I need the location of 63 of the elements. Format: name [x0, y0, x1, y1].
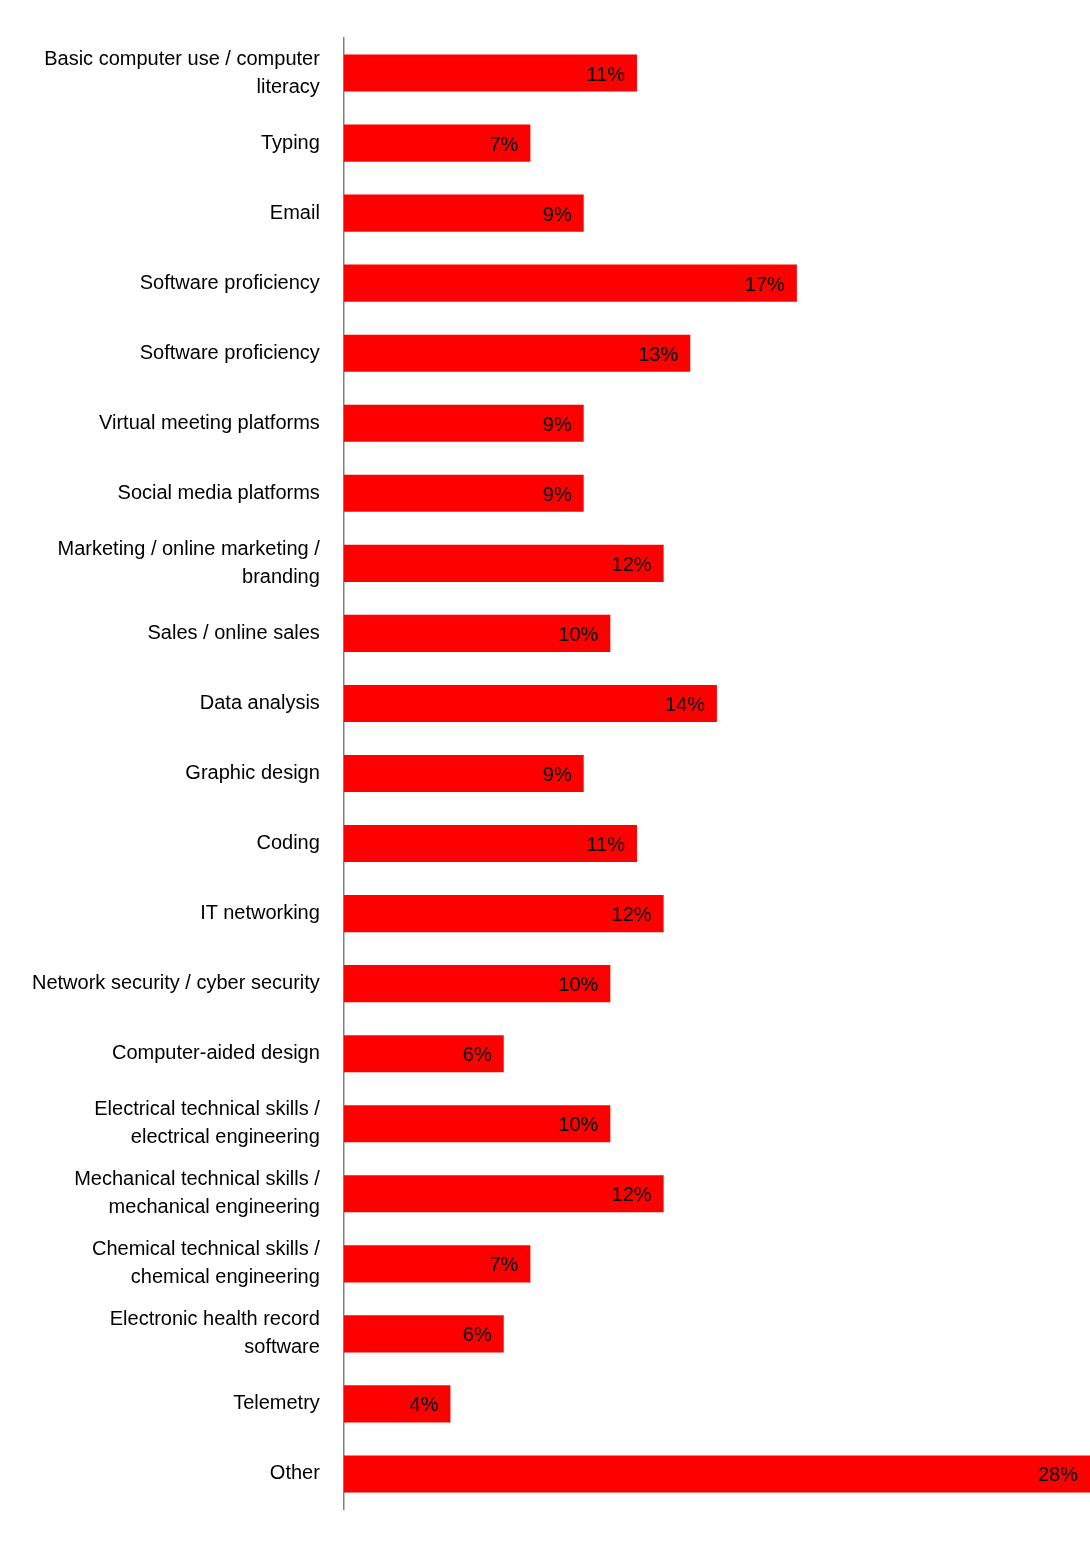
- y-tick-label: Computer-aided design: [111, 1041, 320, 1064]
- y-tick-label: Typing: [260, 130, 320, 153]
- y-tick-label: Electronic health record software: [109, 1307, 320, 1358]
- y-tick-label: Chemical technical skills / chemical engineering: [91, 1237, 321, 1288]
- data-label: 9%: [542, 763, 572, 786]
- bar: [343, 824, 637, 863]
- y-tick-label: Coding: [256, 831, 320, 854]
- data-label: 9%: [542, 412, 572, 435]
- bar: [343, 965, 611, 1003]
- y-tick-label: Social media platforms: [117, 480, 320, 503]
- bar: [343, 1245, 531, 1283]
- y-tick-label: Basic computer use / computer literacy: [44, 46, 321, 97]
- bar: [343, 684, 717, 723]
- y-tick-label: Graphic design: [185, 761, 320, 784]
- bar: [343, 754, 584, 793]
- bar: [343, 614, 611, 652]
- y-tick-label: Software proficiency: [139, 270, 320, 293]
- data-label: 11%: [586, 62, 626, 85]
- data-label: 28%: [1037, 1463, 1079, 1486]
- y-tick-label: IT networking: [200, 901, 320, 924]
- data-label: 4%: [409, 1393, 439, 1416]
- data-label: 14%: [664, 692, 706, 715]
- bar: [343, 544, 664, 582]
- y-tick-label: Network security / cyber security: [31, 971, 320, 994]
- data-label: 6%: [462, 1043, 492, 1066]
- data-label: 10%: [558, 973, 599, 996]
- data-label: 7%: [489, 1253, 519, 1276]
- data-label: 12%: [611, 903, 652, 926]
- bar: [343, 474, 584, 512]
- y-tick-label: Mechanical technical skills / mechanical engineering: [74, 1167, 321, 1218]
- y-tick-label: Other: [269, 1461, 321, 1484]
- bar: [343, 404, 584, 442]
- data-label: 10%: [558, 1113, 599, 1136]
- data-label: 17%: [744, 272, 786, 295]
- y-tick-label: Email: [269, 200, 320, 223]
- bar: [343, 1105, 611, 1143]
- bar: [343, 895, 664, 933]
- data-label: 12%: [611, 552, 652, 575]
- data-label: 7%: [489, 132, 519, 155]
- data-label: 12%: [611, 1183, 652, 1206]
- bar: [343, 124, 531, 162]
- y-tick-label: Virtual meeting platforms: [99, 410, 320, 433]
- data-label: 11%: [586, 833, 626, 856]
- bar: [343, 264, 797, 302]
- data-label: 9%: [542, 202, 572, 225]
- bar: [343, 1315, 504, 1353]
- y-tick-label: Electrical technical skills / electrical engineering: [94, 1097, 321, 1148]
- y-tick-label: Data analysis: [199, 690, 320, 713]
- bar: [343, 194, 584, 232]
- data-label: 6%: [462, 1323, 492, 1346]
- y-tick-label: Marketing / online marketing / branding: [57, 536, 321, 587]
- bar: [343, 334, 691, 372]
- data-label: 9%: [542, 482, 572, 505]
- bar: [343, 1175, 664, 1213]
- data-label: 10%: [558, 622, 599, 645]
- bar: [343, 1385, 451, 1423]
- bar: [343, 54, 637, 92]
- bar: [343, 1035, 504, 1073]
- bar: [343, 1455, 1090, 1493]
- y-tick-label: Telemetry: [233, 1391, 320, 1414]
- y-tick-label: Sales / online sales: [147, 620, 320, 643]
- data-label: 13%: [638, 342, 679, 365]
- y-tick-label: Software proficiency: [139, 340, 320, 363]
